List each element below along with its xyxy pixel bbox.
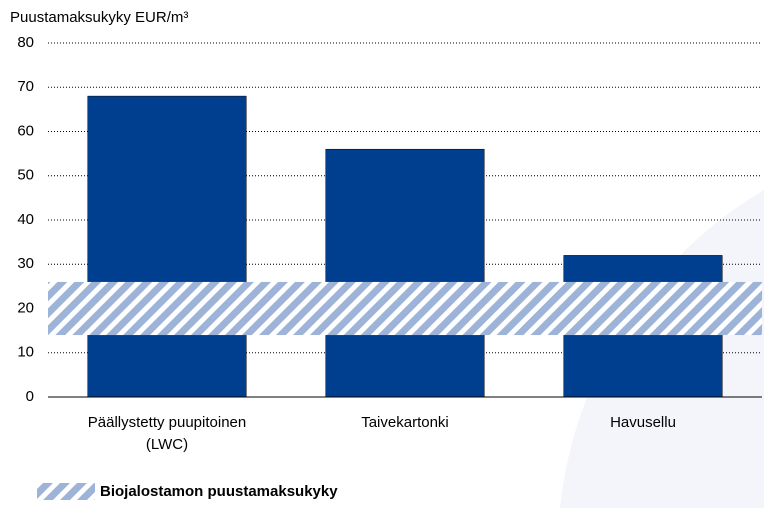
x-tick-label: Päällystetty puupitoinen (LWC) <box>87 414 247 453</box>
band <box>48 281 762 336</box>
bar <box>325 148 485 398</box>
y-tick-label: 0 <box>26 388 34 405</box>
y-tick-label: 10 <box>17 344 34 361</box>
y-tick-label: 60 <box>17 122 34 139</box>
y-tick-label: 30 <box>17 255 34 272</box>
y-tick-label: 50 <box>17 167 34 184</box>
y-tick-label: 70 <box>17 78 34 95</box>
chart-title: Puustamaksukyky EUR/m³ <box>10 9 188 26</box>
legend-swatch <box>37 483 95 500</box>
y-tick-label: 80 <box>17 34 34 51</box>
y-tick-label: 40 <box>17 211 34 228</box>
x-tick-label: Havusellu <box>610 414 676 431</box>
x-tick-label: Taivekartonki <box>361 414 449 431</box>
bar <box>87 95 247 398</box>
y-tick-label: 20 <box>17 299 34 316</box>
legend-label: Biojalostamon puustamaksukyky <box>100 483 338 500</box>
